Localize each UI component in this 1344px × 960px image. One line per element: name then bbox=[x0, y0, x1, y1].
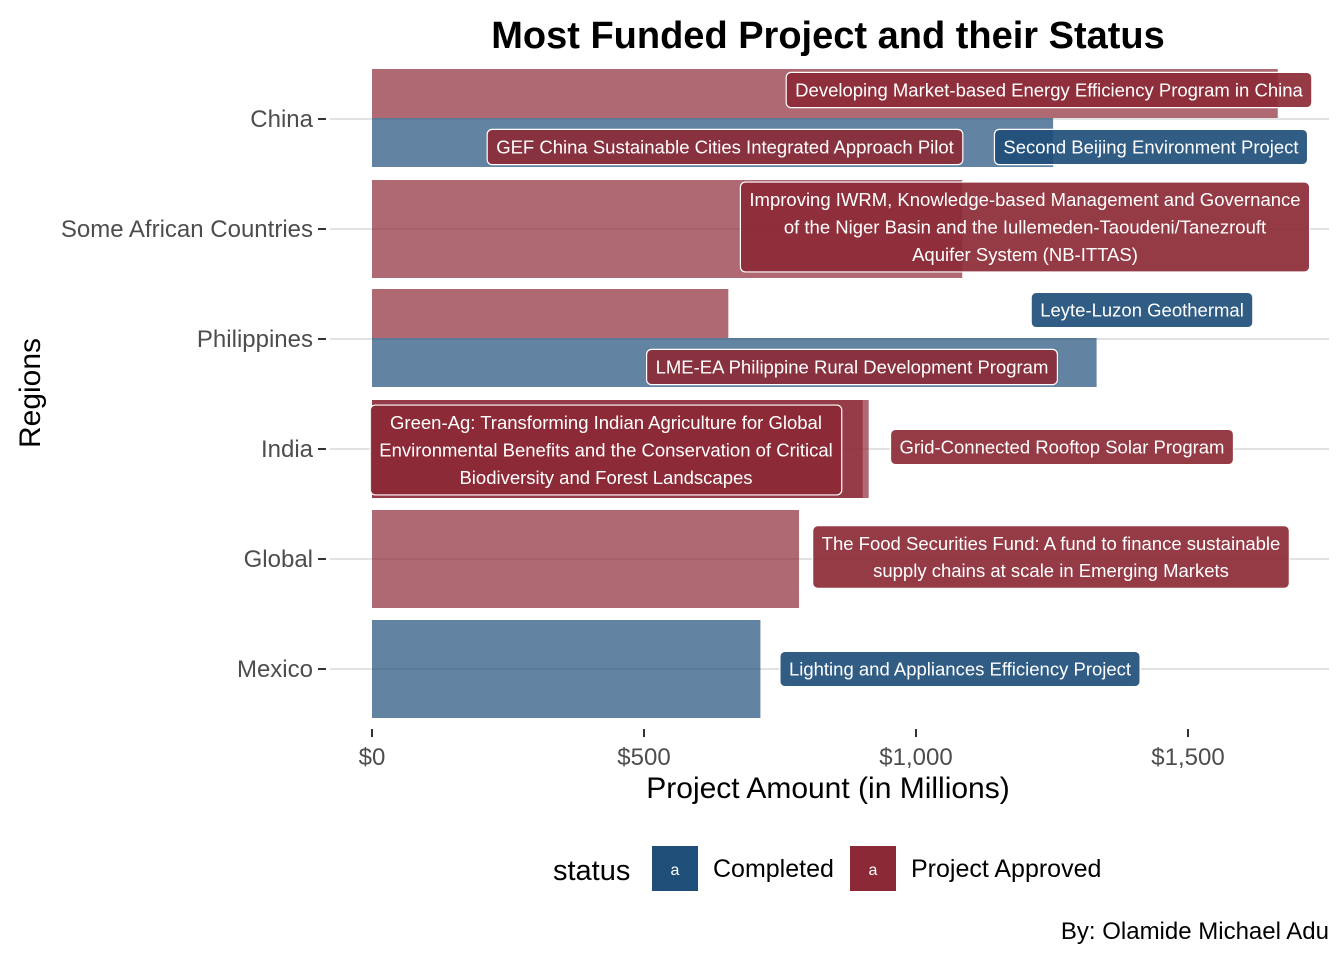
bar-label-1: GEF China Sustainable Cities Integrated … bbox=[486, 128, 964, 166]
bar-label-text: Green-Ag: Transforming Indian Agricultur… bbox=[390, 412, 822, 433]
bar-label-box bbox=[1030, 291, 1254, 329]
bar-label-6: Green-Ag: Transforming Indian Agricultur… bbox=[369, 404, 843, 496]
bar-label-box bbox=[739, 181, 1311, 273]
caption: By: Olamide Michael Adu bbox=[1061, 918, 1329, 945]
y-tick-label-1: Some African Countries bbox=[61, 216, 313, 243]
x-axis-title: Project Amount (in Millions) bbox=[646, 772, 1009, 805]
bar-label-text: Second Beijing Environment Project bbox=[1003, 137, 1298, 158]
bar-label-text: Leyte-Luzon Geothermal bbox=[1040, 300, 1244, 321]
bar-label-box bbox=[889, 428, 1235, 466]
bar-label-box bbox=[486, 128, 964, 166]
legend-title: status bbox=[553, 855, 630, 887]
bar-label-text: LME-EA Philippine Rural Development Prog… bbox=[656, 357, 1049, 378]
bar-label-box bbox=[779, 650, 1141, 688]
y-tick-label-2: Philippines bbox=[197, 326, 313, 353]
x-tick-label-3: $1,500 bbox=[1151, 744, 1224, 771]
legend-key-completed bbox=[652, 846, 698, 891]
bar-label-9: Lighting and Appliances Efficiency Proje… bbox=[779, 650, 1141, 688]
bar-label-box bbox=[993, 128, 1309, 166]
bar-label-5: LME-EA Philippine Rural Development Prog… bbox=[646, 348, 1058, 386]
legend-label-completed: Completed bbox=[713, 855, 834, 883]
legend: status a Completed a Project Approved bbox=[553, 846, 1101, 891]
bar-label-text: Aquifer System (NB-ITTAS) bbox=[912, 244, 1138, 265]
bar-label-text: Environmental Benefits and the Conservat… bbox=[379, 440, 833, 461]
chart-title: Most Funded Project and their Status bbox=[491, 15, 1165, 57]
bar-label-box bbox=[785, 71, 1313, 109]
bar-label-box bbox=[646, 348, 1058, 386]
bar-label-text: GEF China Sustainable Cities Integrated … bbox=[496, 137, 954, 158]
y-tick-label-5: Mexico bbox=[237, 656, 313, 683]
bar-label-3: Improving IWRM, Knowledge-based Manageme… bbox=[739, 181, 1311, 273]
bar-label-text: The Food Securities Fund: A fund to fina… bbox=[822, 533, 1281, 554]
bar-philippines-3 bbox=[372, 289, 729, 338]
bar-label-4: Leyte-Luzon Geothermal bbox=[1030, 291, 1254, 329]
bar-label-2: Second Beijing Environment Project bbox=[993, 128, 1309, 166]
bar-label-box bbox=[812, 525, 1290, 589]
y-axis-title: Regions bbox=[14, 338, 47, 448]
x-tick-label-1: $500 bbox=[617, 744, 670, 771]
bar-label-text: supply chains at scale in Emerging Marke… bbox=[873, 560, 1229, 581]
bar-label-text: Grid-Connected Rooftop Solar Program bbox=[900, 437, 1225, 458]
bar-layer bbox=[372, 69, 1278, 718]
bar-mexico-8 bbox=[372, 620, 761, 718]
y-tick-label-4: Global bbox=[244, 546, 313, 573]
bar-label-text: of the Niger Basin and the Iullemeden-Ta… bbox=[784, 217, 1266, 238]
legend-key-approved-glyph: a bbox=[869, 862, 878, 879]
axis-layer: China Some African Countries Philippines In… bbox=[61, 106, 1225, 771]
x-tick-label-0: $0 bbox=[359, 744, 386, 771]
bar-label-7: Grid-Connected Rooftop Solar Program bbox=[889, 428, 1235, 466]
y-tick-label-0: China bbox=[250, 106, 313, 133]
label-layer: Developing Market-based Energy Efficienc… bbox=[369, 71, 1313, 688]
legend-key-completed-glyph: a bbox=[671, 862, 680, 879]
bar-label-text: Lighting and Appliances Efficiency Proje… bbox=[789, 659, 1131, 680]
bar-label-text: Improving IWRM, Knowledge-based Manageme… bbox=[749, 189, 1300, 210]
legend-label-approved: Project Approved bbox=[911, 855, 1101, 883]
y-tick-label-3: India bbox=[261, 436, 314, 463]
bar-label-box bbox=[369, 404, 843, 496]
bar-label-text: Biodiversity and Forest Landscapes bbox=[459, 467, 752, 488]
bar-label-8: The Food Securities Fund: A fund to fina… bbox=[812, 525, 1290, 589]
bar-label-text: Developing Market-based Energy Efficienc… bbox=[795, 80, 1303, 101]
x-tick-label-2: $1,000 bbox=[879, 744, 952, 771]
bar-label-0: Developing Market-based Energy Efficienc… bbox=[785, 71, 1313, 109]
bar-global-7 bbox=[372, 510, 800, 608]
legend-key-approved bbox=[850, 846, 896, 891]
